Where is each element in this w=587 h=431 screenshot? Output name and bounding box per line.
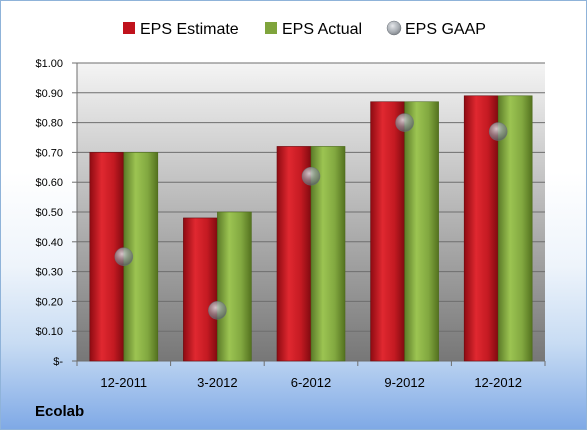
y-tick-label: $0.60	[35, 177, 63, 189]
legend-estimate-swatch	[123, 22, 135, 34]
x-tick-label: 9-2012	[384, 375, 424, 390]
legend-actual-label: EPS Actual	[282, 21, 362, 38]
estimate-bar	[183, 217, 218, 362]
y-tick-label: $1.00	[35, 58, 63, 70]
x-tick-label: 6-2012	[291, 375, 331, 390]
legend-actual-swatch	[265, 22, 277, 34]
actual-bar	[404, 101, 439, 362]
gaap-marker	[301, 166, 321, 186]
x-tick-label: 12-2012	[474, 375, 522, 390]
y-tick-label: $0.10	[35, 326, 63, 338]
gaap-marker	[488, 122, 508, 141]
y-tick-label: $0.90	[35, 88, 63, 100]
x-tick-label: 12-2011	[100, 375, 147, 390]
legend-gaap-label: EPS GAAP	[405, 21, 486, 38]
y-tick-label: $0.70	[35, 147, 63, 159]
y-tick-label: $-	[53, 356, 63, 368]
y-tick-label: $0.20	[35, 296, 63, 308]
gaap-marker	[395, 113, 414, 132]
estimate-bar	[463, 95, 499, 362]
y-tick-label: $0.40	[35, 237, 63, 249]
legend-gaap-swatch	[386, 20, 402, 36]
y-tick-label: $0.50	[35, 207, 63, 219]
y-tick-label: $0.30	[35, 267, 63, 279]
x-tick-label: 3-2012	[197, 375, 237, 390]
company-name: Ecolab	[35, 403, 85, 420]
gaap-marker	[114, 247, 134, 266]
actual-bar	[497, 95, 533, 362]
y-tick-label: $0.80	[35, 118, 63, 130]
legend-estimate-label: EPS Estimate	[140, 21, 239, 38]
estimate-bar	[370, 101, 405, 362]
actual-bar	[217, 211, 252, 362]
gaap-marker	[208, 301, 227, 320]
